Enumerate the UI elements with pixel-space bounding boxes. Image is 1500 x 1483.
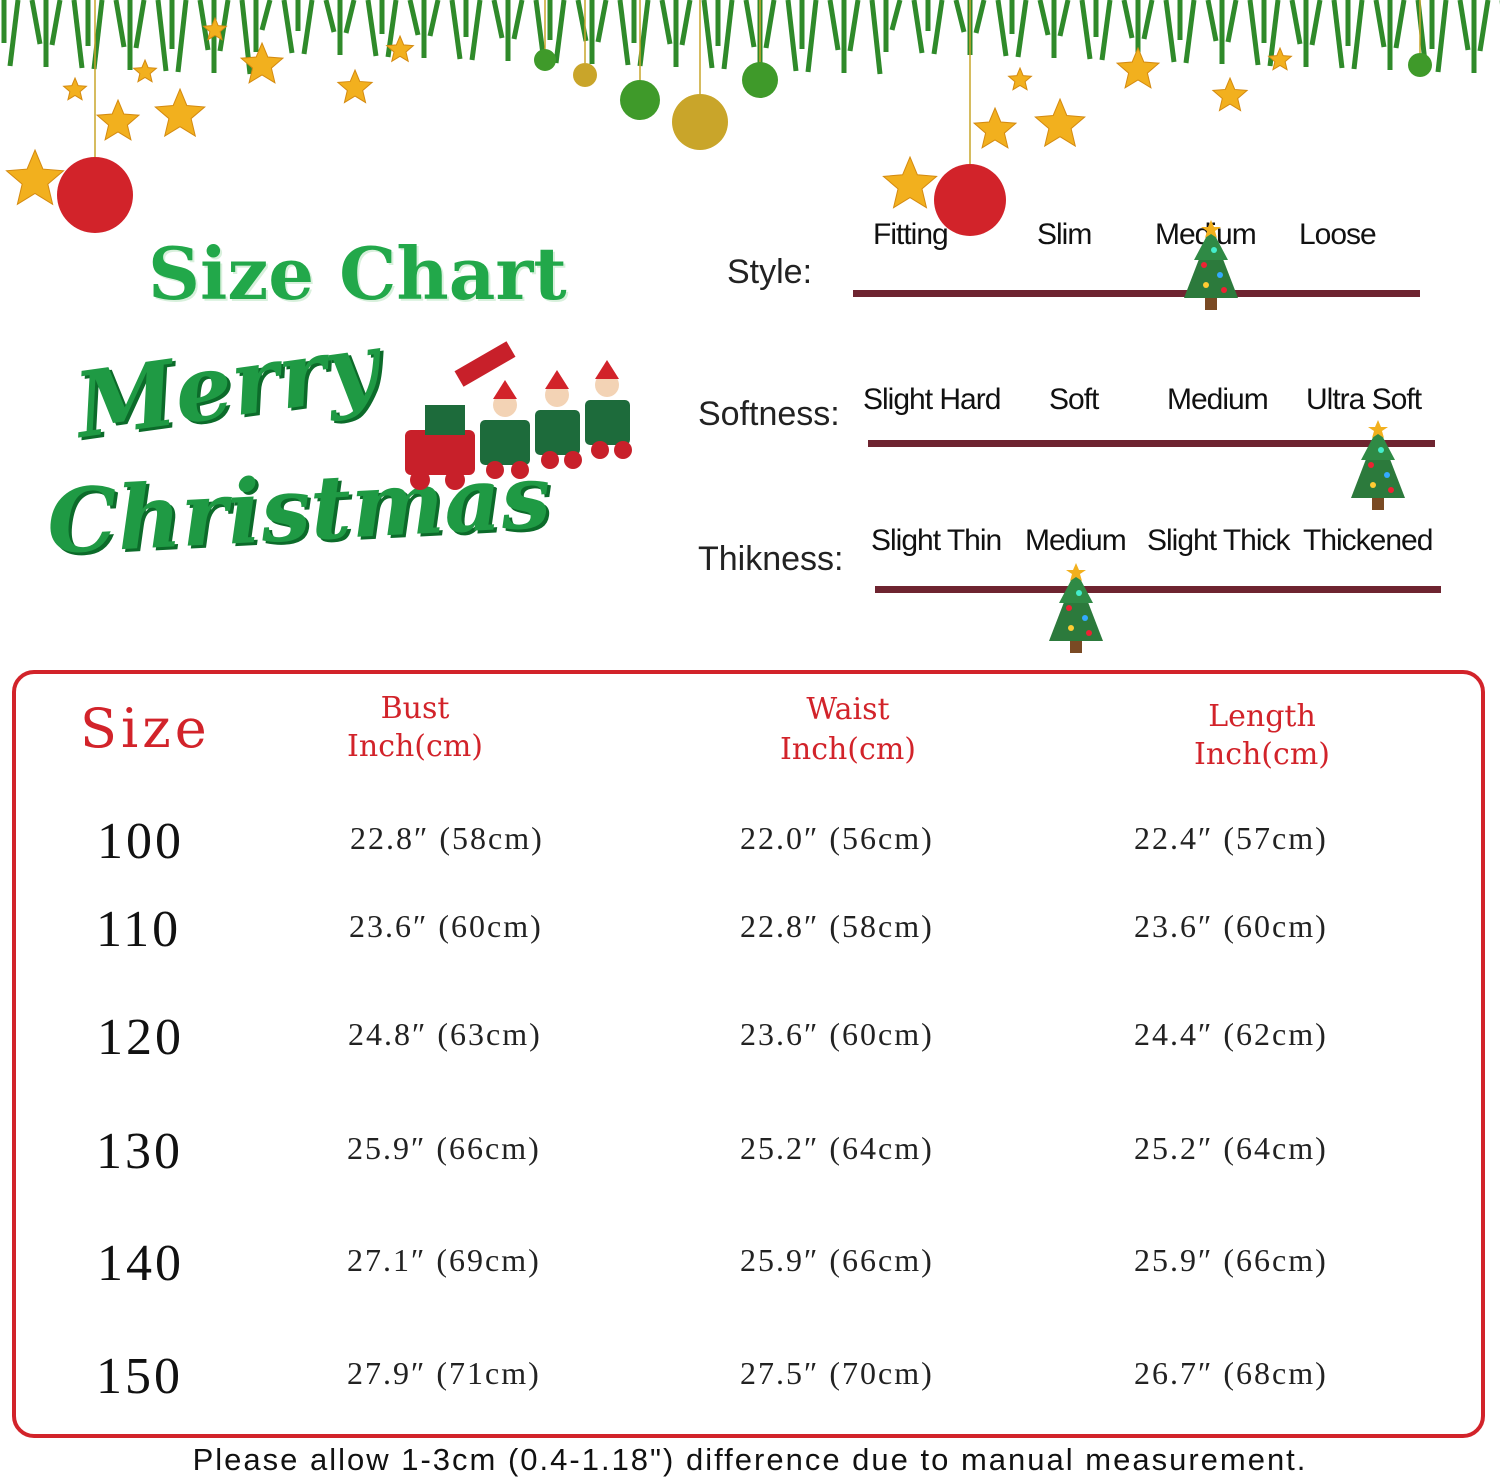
length-cell: 25.9″ (66cm) (1134, 1242, 1328, 1278)
christmas-garland-decoration (1, 0, 1500, 236)
ornament-icon (934, 164, 1006, 236)
scale-option: Thickened (1303, 524, 1433, 557)
star-icon (154, 87, 206, 138)
star-icon (1267, 46, 1293, 71)
size-table (12, 670, 1485, 1438)
star-icon (62, 76, 88, 101)
scale-option: Slight Hard (863, 383, 1001, 416)
scale-option: Medium (1167, 383, 1269, 416)
waist-cell: 23.6″ (60cm) (740, 1016, 934, 1052)
star-icon (1115, 46, 1161, 89)
star-icon (1034, 97, 1086, 148)
scale-option: Slight Thick (1147, 524, 1291, 557)
star-icon (882, 155, 938, 209)
header-bust: Bust Inch(cm) (315, 690, 515, 766)
size-cell: 120 (97, 1009, 184, 1066)
size-cell: 110 (96, 901, 182, 958)
scale-option: Slight Thin (871, 524, 1002, 557)
scale-bar (875, 586, 1441, 593)
bust-cell: 23.6″ (60cm) (349, 908, 543, 944)
bust-cell: 27.1″ (69cm) (347, 1242, 541, 1278)
star-icon (1007, 66, 1033, 91)
star-icon (5, 148, 65, 206)
christmas-tree-marker-icon (1041, 563, 1111, 655)
ornament-icon (534, 49, 556, 71)
scale-option: Fitting (873, 218, 949, 251)
bust-cell: 22.8″ (58cm) (350, 820, 544, 856)
header-bust-label: Bust (380, 691, 450, 726)
star-icon (132, 58, 158, 83)
header-size: Size (80, 697, 211, 760)
size-cell: 100 (97, 813, 184, 870)
scale-label: Style: (727, 253, 813, 291)
length-cell: 26.7″ (68cm) (1134, 1355, 1328, 1391)
merry-christmas-logo: Merry (68, 311, 385, 460)
length-cell: 24.4″ (62cm) (1134, 1016, 1328, 1052)
christmas-tree-marker-icon (1176, 220, 1246, 312)
star-icon (202, 16, 228, 41)
waist-cell: 25.2″ (64cm) (740, 1130, 934, 1166)
scale-bar (868, 440, 1435, 447)
scale-option: Soft (1049, 383, 1099, 416)
scale-option: Medium (1025, 524, 1127, 557)
scale-option: Loose (1299, 218, 1377, 251)
bust-cell: 27.9″ (71cm) (347, 1355, 541, 1391)
waist-cell: 27.5″ (70cm) (740, 1355, 934, 1391)
scale-option: Ultra Soft (1306, 383, 1422, 416)
measurement-note: Please allow 1-3cm (0.4-1.18") differenc… (192, 1442, 1308, 1477)
bust-cell: 25.9″ (66cm) (347, 1130, 541, 1166)
ornament-icon (57, 157, 133, 233)
star-icon (239, 41, 285, 84)
page-title: Size Chart (148, 231, 567, 316)
header-bust-unit: Inch(cm) (347, 729, 483, 764)
ornament-icon (672, 94, 728, 150)
star-icon (972, 106, 1018, 149)
size-cell: 130 (96, 1123, 183, 1180)
scale-label: Thikness: (698, 540, 844, 578)
waist-cell: 25.9″ (66cm) (740, 1242, 934, 1278)
scale-bar (853, 290, 1420, 297)
toy-train-icon (405, 341, 632, 490)
waist-cell: 22.0″ (56cm) (740, 820, 934, 856)
size-cell: 150 (96, 1348, 183, 1405)
star-icon (385, 34, 415, 63)
header-length: Length Inch(cm) (1162, 698, 1362, 774)
ornament-icon (742, 62, 778, 98)
header-waist-label: Waist (806, 692, 890, 727)
waist-cell: 22.8″ (58cm) (740, 908, 934, 944)
star-icon (1211, 76, 1249, 112)
header-waist: Waist Inch(cm) (748, 690, 948, 770)
size-cell: 140 (97, 1235, 184, 1292)
header-length-label: Length (1208, 699, 1316, 734)
scale-option: Slim (1037, 218, 1092, 251)
star-icon (336, 68, 374, 104)
header-length-unit: Inch(cm) (1194, 737, 1330, 772)
length-cell: 23.6″ (60cm) (1134, 908, 1328, 944)
ornament-icon (1408, 53, 1432, 77)
bust-cell: 24.8″ (63cm) (348, 1016, 542, 1052)
star-icon (95, 98, 141, 141)
header-waist-unit: Inch(cm) (780, 732, 916, 767)
length-cell: 22.4″ (57cm) (1134, 820, 1328, 856)
christmas-tree-marker-icon (1343, 420, 1413, 512)
scale-label: Softness: (698, 395, 840, 433)
ornament-icon (573, 63, 597, 87)
length-cell: 25.2″ (64cm) (1134, 1130, 1328, 1166)
ornament-icon (620, 80, 660, 120)
